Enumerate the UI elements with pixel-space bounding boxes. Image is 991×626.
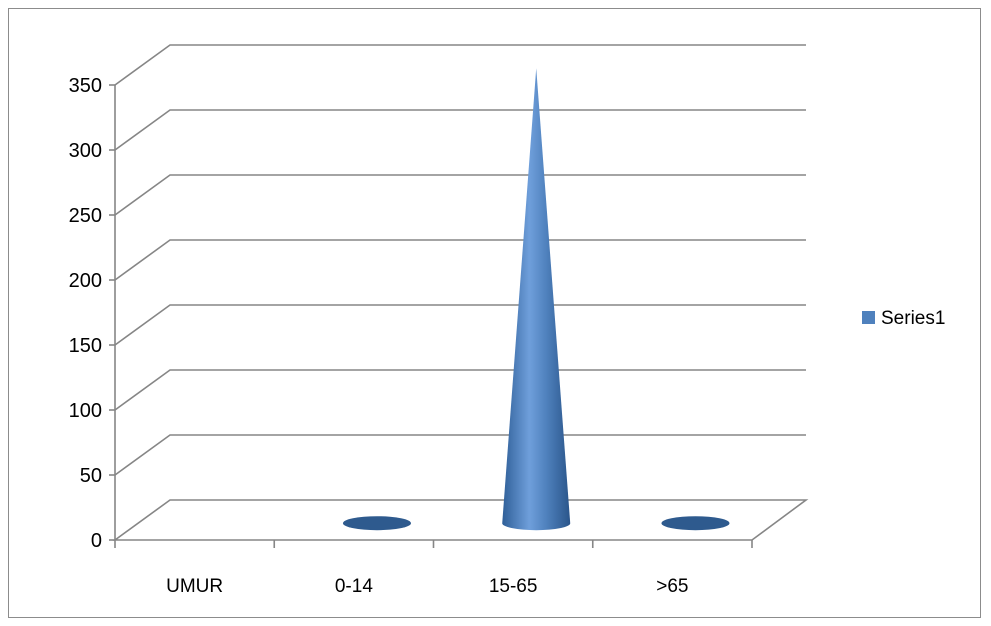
y-tick-label: 250 — [69, 205, 102, 227]
marks-layer — [342, 68, 730, 531]
floor — [112, 499, 809, 541]
cone-mark — [661, 516, 730, 531]
gridline — [114, 239, 806, 281]
y-tick-label: 0 — [91, 530, 102, 552]
y-tick-label: 200 — [69, 270, 102, 292]
gridline — [114, 369, 806, 411]
y-tick-label: 100 — [69, 400, 102, 422]
x-tick-label: 15-65 — [489, 576, 538, 597]
x-tick-label: >65 — [656, 576, 688, 597]
legend-swatch-series1 — [862, 311, 875, 324]
gridline — [114, 174, 806, 216]
gridline — [114, 109, 806, 151]
legend: Series1 — [862, 308, 945, 329]
gridline — [114, 434, 806, 476]
y-tick-label: 50 — [80, 465, 102, 487]
cone-mark — [502, 68, 571, 531]
label-layer: 0 50 100 150 200 250 300 350 UMUR 0-14 15-65 >65 — [69, 75, 689, 597]
gridline — [114, 304, 806, 346]
y-tick-label: 150 — [69, 335, 102, 357]
grid-layer — [112, 44, 809, 541]
y-tick-label: 350 — [69, 75, 102, 97]
y-tick-label: 300 — [69, 140, 102, 162]
chart-frame — [8, 8, 981, 618]
gridline — [114, 44, 806, 86]
x-tick-label: UMUR — [166, 576, 223, 597]
cone-mark — [342, 516, 411, 531]
x-tick-label: 0-14 — [335, 576, 373, 597]
axis-layer — [109, 84, 753, 548]
legend-label-series1: Series1 — [881, 308, 945, 329]
